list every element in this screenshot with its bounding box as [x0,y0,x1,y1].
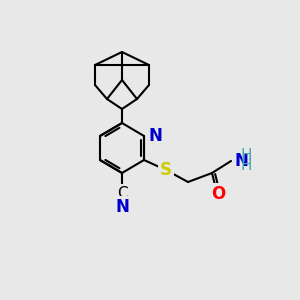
Text: N: N [235,152,249,170]
Text: N: N [115,197,129,215]
Text: H: H [240,148,252,163]
Text: S: S [160,161,172,179]
Text: H: H [240,158,252,173]
Text: O: O [211,185,225,203]
Text: C: C [117,185,127,200]
Text: N: N [149,127,163,145]
